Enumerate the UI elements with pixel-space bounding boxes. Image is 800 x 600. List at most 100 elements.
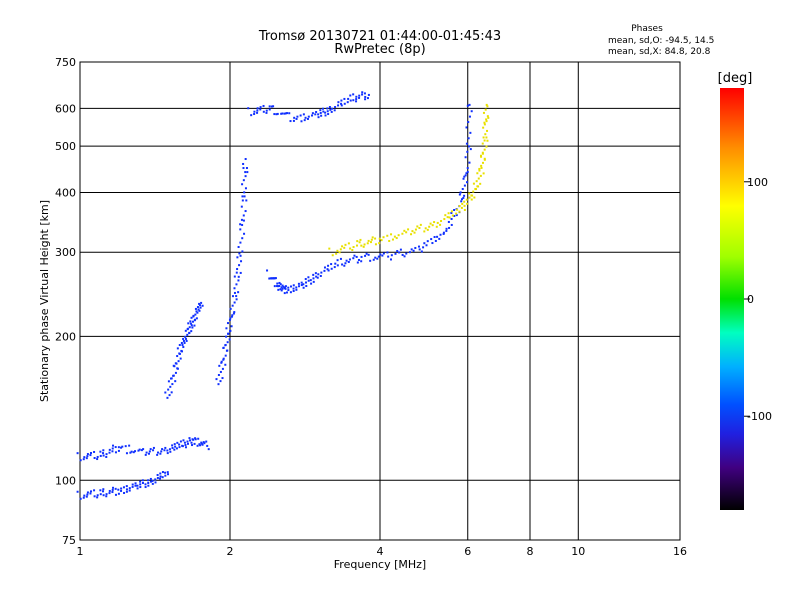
data-point [459,191,462,194]
data-point [353,254,356,257]
data-point [93,450,96,453]
data-point [361,91,364,94]
data-point [185,337,188,340]
data-point [485,136,488,139]
data-point [207,448,210,451]
data-point [117,449,120,452]
data-point [224,343,227,346]
stats-heading: Phases [631,24,663,34]
data-point [352,99,355,102]
data-point [448,226,451,229]
data-point [147,479,150,482]
data-point [414,228,417,231]
data-point [221,377,224,380]
data-point [188,332,191,335]
data-point [470,198,473,201]
data-point [283,112,286,115]
data-point [330,267,333,270]
data-point [349,99,352,102]
data-point [189,322,192,325]
data-point [322,110,325,113]
data-point [358,241,361,244]
data-point [233,301,236,304]
data-point [460,198,463,201]
data-point [236,268,239,271]
data-point [193,319,196,322]
data-point [102,452,105,455]
data-point [317,113,320,116]
data-point [295,117,298,120]
x-tick-label: 1 [77,545,84,558]
data-point [276,285,279,288]
data-point [137,449,140,452]
data-point [315,275,318,278]
data-point [292,290,295,293]
data-point [179,440,182,443]
data-point [125,485,128,488]
data-point [339,248,342,251]
data-point [185,339,188,342]
data-point [268,277,271,280]
data-point [386,251,389,254]
data-point [281,284,284,287]
data-point [382,252,385,255]
data-point [120,487,123,490]
data-point [233,275,236,278]
data-point [250,114,253,117]
data-point [161,476,164,479]
data-point [323,266,326,269]
data-point [193,442,196,445]
data-point [297,282,300,285]
data-point [461,202,464,205]
data-point [141,479,144,482]
data-point [292,284,295,287]
data-point [340,99,343,102]
data-point [300,120,303,123]
data-point [76,452,79,455]
data-point [478,167,481,170]
data-point [201,304,204,307]
data-point [96,496,99,499]
data-point [352,257,355,260]
data-point [337,104,340,107]
data-point [270,105,273,108]
data-point [173,448,176,451]
data-point [253,113,256,116]
data-point [483,123,486,126]
data-point [276,112,279,115]
data-point [466,181,469,184]
data-point [233,311,236,314]
data-point [201,443,204,446]
y-axis-ticks: 75 100 200 300 400 500 600 750 [55,56,76,547]
data-point [284,285,287,288]
data-point [435,225,438,228]
data-point [314,272,317,275]
data-point [367,239,370,242]
data-point [481,142,484,145]
data-point [386,234,389,237]
data-point [224,354,227,357]
data-point [363,243,366,246]
data-point [281,112,284,115]
data-point [300,284,303,287]
data-point [281,287,284,290]
data-point [357,258,360,261]
data-point [336,264,339,267]
y-tick-label: 100 [55,474,76,487]
data-point [394,252,397,255]
data-point [483,157,486,160]
data-point [102,449,105,452]
data-point [328,106,331,109]
data-point [319,111,322,114]
data-point [295,288,298,291]
data-point [483,121,486,124]
data-point [108,489,111,492]
data-point [83,456,86,459]
data-point [336,259,339,262]
data-point [96,494,99,497]
data-point [194,313,197,316]
data-point [304,116,307,119]
data-point [307,115,310,118]
data-point [268,105,271,108]
data-point [230,325,233,328]
